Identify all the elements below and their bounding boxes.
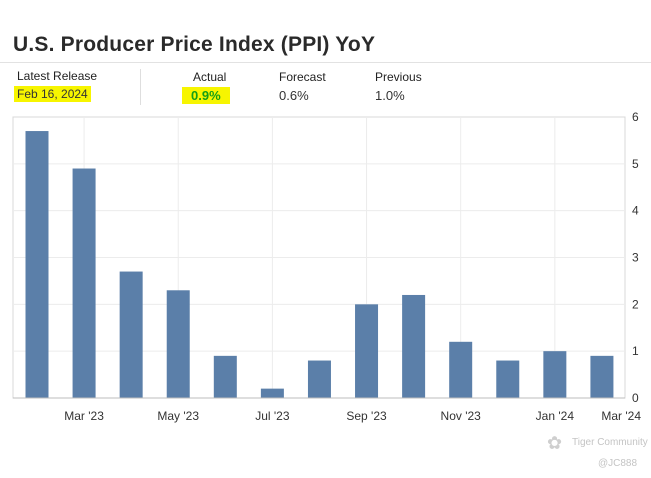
bar [260, 388, 284, 398]
actual-value-text: 0.9% [182, 87, 230, 104]
bar [402, 294, 426, 398]
x-tick-label: Jan '24 [536, 409, 575, 423]
header-divider [0, 62, 651, 63]
forecast-value: 0.6% [279, 88, 309, 103]
x-tick-label: Sep '23 [346, 409, 387, 423]
actual-value: 0.9% [182, 87, 230, 104]
release-divider [140, 69, 141, 105]
bar [449, 341, 473, 398]
y-tick-label: 2 [632, 297, 639, 311]
watermark-brand: Tiger Community [572, 437, 648, 448]
bar [307, 360, 331, 398]
previous-value: 1.0% [375, 88, 405, 103]
previous-label: Previous [375, 70, 422, 84]
bar [590, 355, 614, 398]
x-tick-label: Mar '24 [601, 409, 641, 423]
y-tick-label: 1 [632, 344, 639, 358]
bar [166, 290, 190, 398]
y-tick-label: 4 [632, 204, 639, 218]
latest-release-date: Feb 16, 2024 [14, 86, 91, 102]
page-title: U.S. Producer Price Index (PPI) YoY [13, 33, 376, 56]
forecast-label: Forecast [279, 70, 326, 84]
watermark-user: @JC888 [598, 458, 638, 469]
y-tick-label: 5 [632, 157, 639, 171]
x-tick-label: Mar '23 [64, 409, 104, 423]
bar [543, 351, 567, 398]
x-tick-label: May '23 [157, 409, 199, 423]
bar [355, 304, 379, 398]
y-tick-label: 6 [632, 110, 639, 124]
latest-release-label: Latest Release [17, 69, 98, 83]
tiger-logo-icon: ✿ [547, 433, 563, 453]
x-tick-label: Jul '23 [255, 409, 290, 423]
bar [213, 355, 237, 398]
bar [25, 131, 49, 399]
bar [119, 271, 143, 398]
bar [496, 360, 520, 398]
actual-label: Actual [193, 70, 227, 84]
y-tick-label: 3 [632, 251, 639, 265]
bar [72, 168, 96, 398]
y-tick-label: 0 [632, 391, 639, 405]
latest-release-date-text: Feb 16, 2024 [14, 86, 91, 102]
x-tick-label: Nov '23 [441, 409, 482, 423]
